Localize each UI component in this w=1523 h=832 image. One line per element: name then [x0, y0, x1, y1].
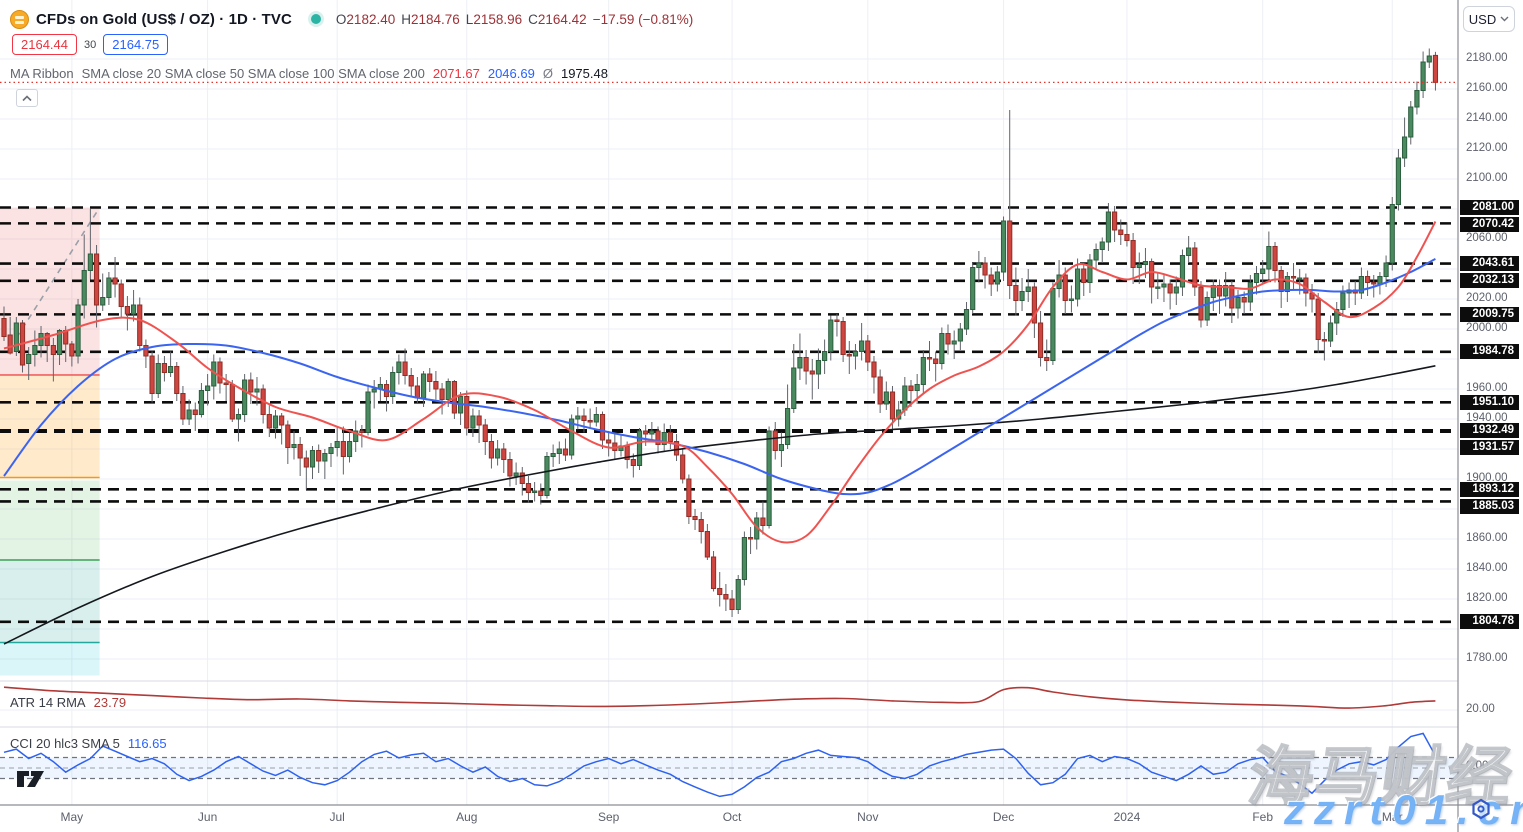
sma100-hidden-icon: Ø — [542, 66, 553, 81]
symbol-legend-row: CFDs on Gold (US$ / OZ) · 1D · TVC O2182… — [10, 8, 693, 30]
price-box-separator: 30 — [84, 38, 97, 51]
chevron-up-icon — [22, 94, 32, 101]
ma-ribbon-title[interactable]: MA Ribbon — [10, 66, 74, 81]
red-price-box: 2164.44 — [12, 34, 77, 55]
cci-title[interactable]: CCI 20 hlc3 SMA 5 — [10, 736, 120, 751]
sma200-value: 1975.48 — [560, 66, 608, 81]
market-status-dot-icon — [310, 14, 321, 24]
sma50-value: 2046.69 — [487, 66, 535, 81]
gold-coin-icon — [10, 9, 29, 29]
atr-value: 23.79 — [93, 695, 127, 710]
ma-ribbon-legend[interactable]: MA Ribbon SMA close 20 SMA close 50 SMA … — [10, 66, 608, 81]
ohlc-values: O2182.40 H2184.76 L2158.96 C2164.42 −17.… — [335, 11, 694, 27]
cci-axis-tick: 0.00 — [1466, 760, 1489, 772]
sma20-value: 2071.67 — [432, 66, 480, 81]
atr-axis-tick: 20.00 — [1466, 703, 1495, 715]
atr-title[interactable]: ATR 14 RMA — [10, 695, 86, 710]
open-value: 2182.40 — [346, 11, 396, 27]
atr-indicator-legend[interactable]: ATR 14 RMA 23.79 — [10, 695, 126, 710]
currency-selector[interactable]: USD — [1463, 6, 1515, 32]
tradingview-logo-icon[interactable] — [16, 770, 48, 788]
high-value: 2184.76 — [410, 11, 460, 27]
close-value: 2164.42 — [537, 11, 587, 27]
collapse-legend-button[interactable] — [16, 89, 38, 107]
cci-indicator-legend[interactable]: CCI 20 hlc3 SMA 5 116.65 — [10, 736, 167, 751]
gear-icon[interactable] — [1468, 797, 1494, 823]
chevron-down-icon — [1500, 16, 1509, 22]
currency-label: USD — [1468, 11, 1497, 27]
ma-ribbon-params: SMA close 20 SMA close 50 SMA close 100 … — [81, 66, 425, 81]
blue-price-box: 2164.75 — [103, 34, 169, 55]
low-value: 2158.96 — [473, 11, 523, 27]
change-value: −17.59 (−0.81%) — [592, 11, 694, 27]
cci-value: 116.65 — [127, 736, 167, 751]
symbol-title[interactable]: CFDs on Gold (US$ / OZ) · 1D · TVC — [36, 10, 292, 28]
price-boxes-row: 2164.44 30 2164.75 — [12, 34, 169, 55]
